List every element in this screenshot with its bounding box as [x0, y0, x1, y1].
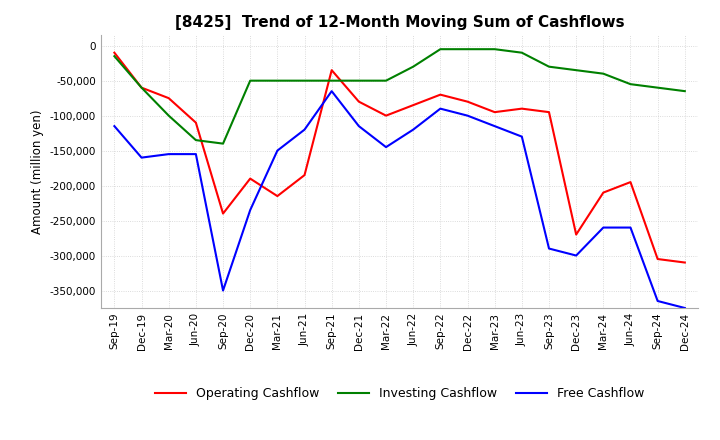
Free Cashflow — [518, 134, 526, 139]
Free Cashflow — [164, 151, 173, 157]
Operating Cashflow — [273, 194, 282, 199]
Investing Cashflow — [518, 50, 526, 55]
Investing Cashflow — [436, 47, 445, 52]
Y-axis label: Amount (million yen): Amount (million yen) — [31, 110, 44, 234]
Investing Cashflow — [192, 137, 200, 143]
Operating Cashflow — [382, 113, 390, 118]
Line: Investing Cashflow: Investing Cashflow — [114, 49, 685, 143]
Operating Cashflow — [599, 190, 608, 195]
Operating Cashflow — [192, 120, 200, 125]
Investing Cashflow — [680, 88, 689, 94]
Investing Cashflow — [300, 78, 309, 83]
Investing Cashflow — [653, 85, 662, 90]
Free Cashflow — [382, 144, 390, 150]
Operating Cashflow — [545, 110, 554, 115]
Legend: Operating Cashflow, Investing Cashflow, Free Cashflow: Operating Cashflow, Investing Cashflow, … — [150, 382, 649, 405]
Free Cashflow — [626, 225, 635, 230]
Operating Cashflow — [246, 176, 255, 181]
Operating Cashflow — [490, 110, 499, 115]
Investing Cashflow — [246, 78, 255, 83]
Free Cashflow — [545, 246, 554, 251]
Investing Cashflow — [626, 81, 635, 87]
Free Cashflow — [572, 253, 580, 258]
Operating Cashflow — [110, 50, 119, 55]
Investing Cashflow — [354, 78, 363, 83]
Investing Cashflow — [490, 47, 499, 52]
Investing Cashflow — [545, 64, 554, 70]
Operating Cashflow — [436, 92, 445, 97]
Operating Cashflow — [572, 232, 580, 237]
Free Cashflow — [354, 124, 363, 129]
Free Cashflow — [273, 148, 282, 153]
Free Cashflow — [490, 124, 499, 129]
Free Cashflow — [300, 127, 309, 132]
Free Cashflow — [599, 225, 608, 230]
Operating Cashflow — [409, 103, 418, 108]
Investing Cashflow — [164, 113, 173, 118]
Line: Free Cashflow: Free Cashflow — [114, 91, 685, 308]
Investing Cashflow — [382, 78, 390, 83]
Free Cashflow — [328, 88, 336, 94]
Investing Cashflow — [409, 64, 418, 70]
Investing Cashflow — [219, 141, 228, 146]
Operating Cashflow — [463, 99, 472, 104]
Operating Cashflow — [300, 172, 309, 178]
Free Cashflow — [463, 113, 472, 118]
Investing Cashflow — [599, 71, 608, 76]
Investing Cashflow — [110, 54, 119, 59]
Investing Cashflow — [273, 78, 282, 83]
Investing Cashflow — [463, 47, 472, 52]
Free Cashflow — [436, 106, 445, 111]
Operating Cashflow — [138, 85, 146, 90]
Operating Cashflow — [653, 257, 662, 262]
Title: [8425]  Trend of 12-Month Moving Sum of Cashflows: [8425] Trend of 12-Month Moving Sum of C… — [175, 15, 624, 30]
Operating Cashflow — [219, 211, 228, 216]
Free Cashflow — [219, 288, 228, 293]
Operating Cashflow — [354, 99, 363, 104]
Operating Cashflow — [626, 180, 635, 185]
Investing Cashflow — [328, 78, 336, 83]
Line: Operating Cashflow: Operating Cashflow — [114, 53, 685, 263]
Investing Cashflow — [572, 67, 580, 73]
Operating Cashflow — [680, 260, 689, 265]
Investing Cashflow — [138, 85, 146, 90]
Free Cashflow — [192, 151, 200, 157]
Free Cashflow — [246, 207, 255, 213]
Free Cashflow — [680, 305, 689, 311]
Free Cashflow — [138, 155, 146, 160]
Free Cashflow — [653, 298, 662, 304]
Free Cashflow — [110, 124, 119, 129]
Operating Cashflow — [518, 106, 526, 111]
Operating Cashflow — [328, 67, 336, 73]
Operating Cashflow — [164, 95, 173, 101]
Free Cashflow — [409, 127, 418, 132]
